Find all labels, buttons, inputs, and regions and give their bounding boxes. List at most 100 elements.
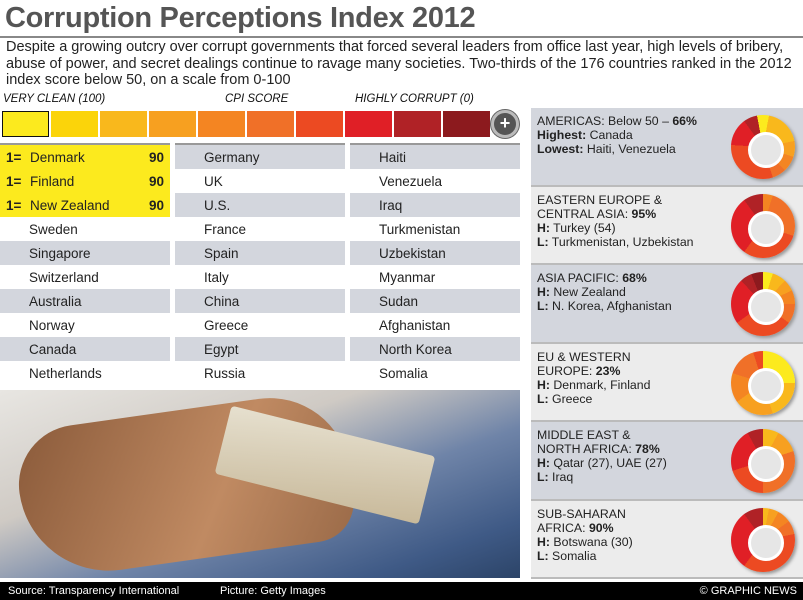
country-row[interactable]: Sweden bbox=[0, 217, 170, 241]
region-line2: CENTRAL ASIA: bbox=[537, 206, 632, 221]
region-percent: 68% bbox=[622, 271, 647, 285]
region-panel[interactable]: MIDDLE EAST & NORTH AFRICA: 78% H: Qatar (… bbox=[531, 422, 803, 501]
country-name: Canada bbox=[29, 341, 77, 357]
lowest-key: L: bbox=[537, 470, 549, 484]
lowest-key: L: bbox=[537, 234, 549, 249]
country-name: Myanmar bbox=[379, 269, 436, 285]
country-row[interactable]: Afghanistan bbox=[350, 313, 520, 337]
scale-swatch[interactable] bbox=[296, 111, 343, 137]
region-panel[interactable]: SUB-SAHARAN AFRICA: 90% H: Botswana (30) L:… bbox=[531, 500, 803, 579]
country-row[interactable]: Egypt bbox=[175, 337, 345, 361]
country-row[interactable]: Uzbekistan bbox=[350, 241, 520, 265]
country-row[interactable]: Germany bbox=[175, 145, 345, 169]
plus-circle-icon[interactable]: + bbox=[491, 110, 519, 138]
scale-swatch[interactable] bbox=[198, 111, 245, 137]
country-name: UK bbox=[204, 173, 223, 189]
region-line1: EU & WESTERN bbox=[537, 349, 631, 364]
country-row[interactable]: Italy bbox=[175, 265, 345, 289]
country-row[interactable]: Myanmar bbox=[350, 265, 520, 289]
country-row[interactable]: Haiti bbox=[350, 145, 520, 169]
region-line1: MIDDLE EAST & bbox=[537, 428, 631, 442]
scale-swatch[interactable] bbox=[247, 111, 294, 137]
region-line1: SUB-SAHARAN bbox=[537, 506, 626, 521]
region-panel[interactable]: EASTERN EUROPE & CENTRAL ASIA: 95% H: Turk… bbox=[531, 186, 803, 265]
country-row[interactable]: Australia bbox=[0, 289, 170, 313]
region-panel[interactable]: EU & WESTERN EUROPE: 23% H: Denmark, Finla… bbox=[531, 343, 803, 422]
country-row[interactable]: Turkmenistan bbox=[350, 217, 520, 241]
lowest-key: L: bbox=[537, 299, 549, 313]
country-name: Turkmenistan bbox=[379, 221, 461, 237]
country-row[interactable]: Sudan bbox=[350, 289, 520, 313]
country-row[interactable]: U.S. bbox=[175, 193, 345, 217]
highest-key: H: bbox=[537, 377, 550, 392]
photo-hand-pocket-money bbox=[0, 387, 520, 583]
highest-key: H: bbox=[537, 220, 550, 235]
country-name: U.S. bbox=[204, 197, 231, 213]
country-name: Spain bbox=[204, 245, 239, 261]
country-row[interactable]: France bbox=[175, 217, 345, 241]
lowest-value: Greece bbox=[548, 391, 593, 406]
country-name: Haiti bbox=[379, 149, 407, 165]
region-highest: H: Turkey (54) bbox=[537, 221, 803, 235]
region-highest: H: New Zealand bbox=[537, 285, 803, 299]
scale-swatch[interactable] bbox=[2, 111, 49, 137]
source-credit: Source: Transparency International bbox=[8, 585, 180, 597]
region-lowest: L: Turkmenistan, Uzbekistan bbox=[537, 235, 803, 249]
highest-value: Qatar (27), UAE (27) bbox=[549, 456, 667, 470]
scale-swatch[interactable] bbox=[345, 111, 392, 137]
country-score: 90 bbox=[148, 173, 164, 189]
region-panel[interactable]: ASIA PACIFIC: 68% H: New Zealand L: N. Kor… bbox=[531, 265, 803, 344]
country-row[interactable]: Netherlands bbox=[0, 361, 170, 385]
country-row[interactable]: Singapore bbox=[0, 241, 170, 265]
lowest-key: Lowest: bbox=[537, 142, 584, 156]
region-donut-chart bbox=[731, 272, 795, 336]
rank-label: 1= bbox=[6, 197, 22, 213]
scale-swatch[interactable] bbox=[394, 111, 441, 137]
country-row[interactable]: China bbox=[175, 289, 345, 313]
country-name: Germany bbox=[204, 149, 260, 165]
country-row[interactable]: Switzerland bbox=[0, 265, 170, 289]
lowest-key: L: bbox=[537, 548, 549, 563]
country-name: Norway bbox=[29, 317, 75, 333]
region-highest: H: Denmark, Finland bbox=[537, 378, 803, 392]
scale-swatch[interactable] bbox=[149, 111, 196, 137]
scale-swatch[interactable] bbox=[51, 111, 98, 137]
country-row[interactable]: Venezuela bbox=[350, 169, 520, 193]
cpi-color-scale[interactable] bbox=[2, 111, 490, 137]
country-name: Iraq bbox=[379, 197, 403, 213]
scale-swatch[interactable] bbox=[443, 111, 490, 137]
country-row[interactable]: Spain bbox=[175, 241, 345, 265]
region-panel[interactable]: AMERICAS: Below 50 – 66% Highest: Canada L… bbox=[531, 108, 803, 187]
country-name: Afghanistan bbox=[379, 317, 451, 333]
country-row[interactable]: Norway bbox=[0, 313, 170, 337]
region-donut-chart bbox=[731, 350, 795, 415]
region-name: EU & WESTERN EUROPE: 23% bbox=[537, 350, 803, 378]
country-row[interactable]: Somalia bbox=[350, 361, 520, 385]
country-name: Sweden bbox=[29, 221, 78, 237]
country-name: Venezuela bbox=[379, 173, 443, 189]
country-name: Uzbekistan bbox=[379, 245, 446, 261]
rank-label: 1= bbox=[6, 149, 22, 165]
country-row[interactable]: 1= New Zealand 90 bbox=[0, 193, 170, 217]
region-name: MIDDLE EAST & NORTH AFRICA: 78% bbox=[537, 428, 803, 456]
scale-swatch[interactable] bbox=[100, 111, 147, 137]
region-lowest: L: N. Korea, Afghanistan bbox=[537, 299, 803, 313]
country-row[interactable]: Greece bbox=[175, 313, 345, 337]
region-lowest: Lowest: Haiti, Venezuela bbox=[537, 142, 803, 156]
country-row[interactable]: Canada bbox=[0, 337, 170, 361]
country-name: Sudan bbox=[379, 293, 419, 309]
region-percent: 95% bbox=[631, 206, 657, 221]
country-row[interactable]: 1= Denmark 90 bbox=[0, 145, 170, 169]
country-row[interactable]: 1= Finland 90 bbox=[0, 169, 170, 193]
region-percent: 23% bbox=[595, 363, 621, 378]
region-line2: EUROPE: bbox=[537, 363, 596, 378]
country-row[interactable]: Russia bbox=[175, 361, 345, 385]
country-score: 90 bbox=[148, 197, 164, 213]
country-row[interactable]: Iraq bbox=[350, 193, 520, 217]
highest-value: Canada bbox=[586, 128, 633, 142]
region-lowest: L: Somalia bbox=[537, 549, 803, 563]
country-row[interactable]: UK bbox=[175, 169, 345, 193]
lowest-value: Iraq bbox=[548, 470, 574, 484]
country-row[interactable]: North Korea bbox=[350, 337, 520, 361]
country-column-clean: 1= Denmark 90 1= Finland 90 1= New Zealand 90 Swe… bbox=[0, 143, 170, 385]
